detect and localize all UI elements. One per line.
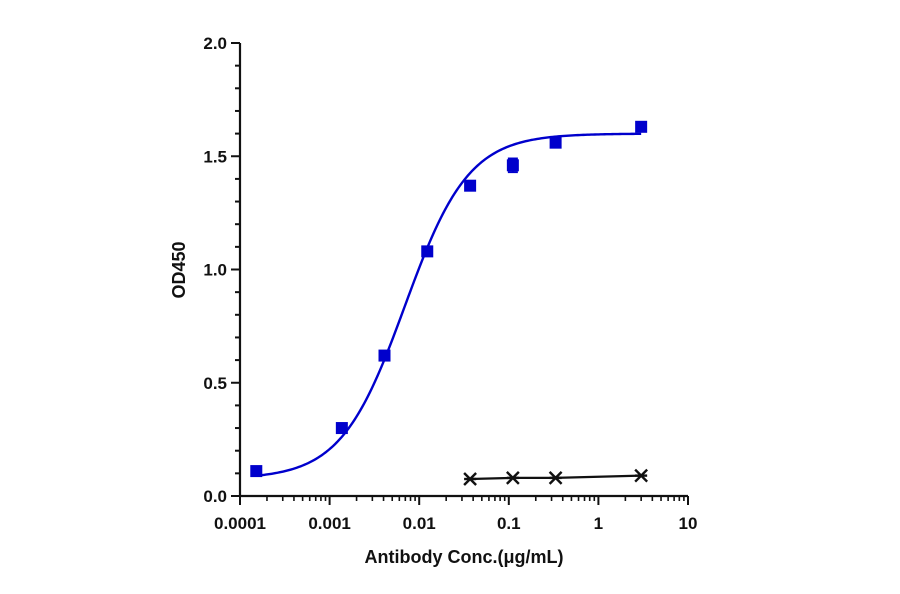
data-point-square xyxy=(549,136,562,149)
x-tick-label: 1 xyxy=(594,514,603,533)
data-point-square xyxy=(635,120,648,133)
data-point-square xyxy=(421,245,434,258)
data-point-square xyxy=(335,422,348,435)
plot-area xyxy=(250,120,648,486)
x-tick-label: 0.1 xyxy=(497,514,521,533)
x-axis-title: Antibody Conc.(μg/mL) xyxy=(365,547,564,567)
y-axis-title: OD450 xyxy=(169,241,189,298)
connect-line xyxy=(470,474,642,481)
fit-curve xyxy=(256,132,642,477)
y-tick-label: 2.0 xyxy=(203,34,227,53)
series-control xyxy=(463,468,648,486)
x-tick-label: 0.0001 xyxy=(214,514,266,533)
series-antibody xyxy=(250,120,648,478)
x-tick-label: 0.01 xyxy=(403,514,436,533)
data-point-square xyxy=(506,159,519,172)
y-tick-label: 1.5 xyxy=(203,147,227,166)
y-tick-label: 0.5 xyxy=(203,374,227,393)
data-point-square xyxy=(378,349,391,362)
x-tick-label: 0.001 xyxy=(308,514,351,533)
data-point-square xyxy=(464,179,477,192)
y-tick-label: 0.0 xyxy=(203,487,227,506)
data-point-square xyxy=(250,465,263,478)
axes: 0.0 0.5 1.0 1.5 2.0 0.0001 0.001 0.01 0.1 1 10 xyxy=(203,34,697,533)
x-tick-label: 10 xyxy=(679,514,698,533)
y-tick-label: 1.0 xyxy=(203,261,227,280)
